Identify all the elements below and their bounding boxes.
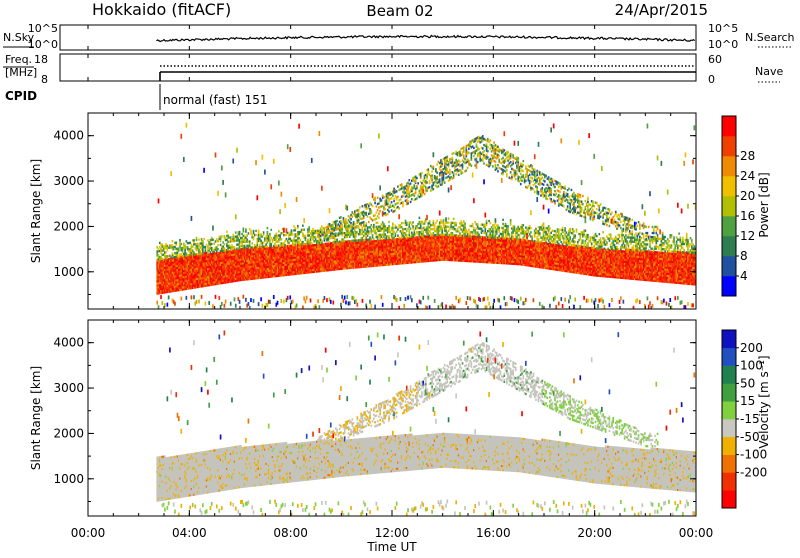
- velocity-colorbar-label: Velocity [m s⁻¹]: [757, 355, 771, 448]
- range-tick-label: 2000: [53, 219, 84, 233]
- colorbar-swatch: [722, 116, 736, 136]
- time-tick-label: 00:00: [71, 526, 106, 540]
- cpid-label: CPID: [5, 89, 37, 103]
- colorbar-swatch: [722, 472, 736, 490]
- freq-label-line1: Freq.: [5, 53, 32, 66]
- time-tick-label: 16:00: [476, 526, 511, 540]
- colorbar-swatch: [722, 366, 736, 384]
- colorbar-tick-label: 24: [740, 169, 755, 183]
- range-tick-label: 2000: [53, 426, 84, 440]
- cpid-mode: normal (fast) 151: [163, 93, 267, 107]
- colorbar-tick-label: 50: [740, 376, 755, 390]
- colorbar-swatch: [722, 348, 736, 366]
- range-tick-label: 3000: [53, 381, 84, 395]
- noise-sky-series: [156, 36, 694, 42]
- power-heatmap: [88, 113, 696, 310]
- time-tick-label: 20:00: [577, 526, 612, 540]
- colorbar-tick-label: -200: [740, 465, 767, 479]
- colorbar-swatch: [722, 236, 736, 256]
- beam-title: Beam 02: [366, 2, 433, 20]
- colorbar-tick-label: 15: [740, 394, 755, 408]
- range-tick-label: 4000: [53, 336, 84, 350]
- time-tick-label: 08:00: [273, 526, 308, 540]
- velocity-ylabel: Slant Range [km]: [29, 366, 43, 470]
- colorbar-swatch: [722, 216, 736, 236]
- colorbar-tick-label: -100: [740, 448, 767, 462]
- freq-panel-frame: [60, 54, 696, 81]
- colorbar-tick-label: 12: [740, 229, 755, 243]
- nave-tick-60: 60: [708, 53, 722, 66]
- colorbar-tick-label: 20: [740, 189, 755, 203]
- range-tick-label: 1000: [53, 472, 84, 486]
- colorbar-swatch: [722, 276, 736, 296]
- range-tick-label: 4000: [53, 129, 84, 143]
- range-tick-label: 3000: [53, 174, 84, 188]
- colorbar-swatch: [722, 455, 736, 473]
- noise-tick-bottom-left: 10^0: [28, 38, 58, 51]
- freq-tick-8: 8: [41, 73, 48, 86]
- colorbar-swatch: [722, 176, 736, 196]
- time-tick-label: 00:00: [679, 526, 714, 540]
- noise-tick-top-left: 10^5: [28, 22, 58, 35]
- colorbar-swatch: [722, 490, 736, 508]
- time-tick-label: 12:00: [375, 526, 410, 540]
- freq-tick-18: 18: [34, 53, 48, 66]
- colorbar-swatch: [722, 156, 736, 176]
- colorbar-swatch: [722, 437, 736, 455]
- colorbar-tick-label: 8: [740, 249, 748, 263]
- nave-tick-0: 0: [708, 73, 715, 86]
- range-tick-label: 1000: [53, 265, 84, 279]
- colorbar-swatch: [722, 330, 736, 348]
- time-tick-label: 04:00: [172, 526, 207, 540]
- colorbar-tick-label: 16: [740, 209, 755, 223]
- power-ylabel: Slant Range [km]: [29, 159, 43, 263]
- nave-label: Nave: [755, 65, 783, 78]
- colorbar-swatch: [722, 256, 736, 276]
- colorbar-swatch: [722, 383, 736, 401]
- noise-tick-bottom-right: 10^0: [708, 38, 738, 51]
- noise-right-label: N.Search: [745, 31, 795, 44]
- colorbar-tick-label: 4: [740, 269, 748, 283]
- colorbar-swatch: [722, 401, 736, 419]
- colorbar-swatch: [722, 196, 736, 216]
- x-axis-label: Time UT: [366, 540, 417, 554]
- colorbar-swatch: [722, 419, 736, 437]
- date-title: 24/Apr/2015: [615, 1, 708, 19]
- freq-label-line2: [MHz]: [5, 66, 37, 79]
- velocity-heatmap: [156, 330, 696, 517]
- power-colorbar-label: Power [dB]: [757, 172, 771, 237]
- colorbar-tick-label: 28: [740, 149, 755, 163]
- colorbar-swatch: [722, 136, 736, 156]
- station-title: Hokkaido (fitACF): [92, 0, 231, 19]
- noise-tick-top-right: 10^5: [708, 22, 738, 35]
- colorbar-tick-label: 200: [740, 341, 763, 355]
- power-colorbar: 4 8 12 16 20 24 28: [722, 116, 755, 296]
